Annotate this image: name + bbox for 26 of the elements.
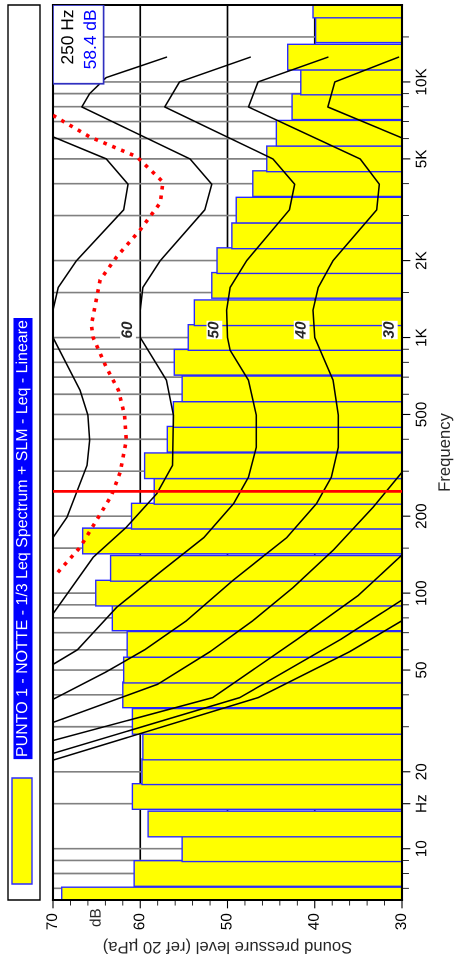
x-tick-label: 30 xyxy=(395,914,406,930)
x-tick-label: 70 xyxy=(46,914,58,930)
x-tick-label: 50 xyxy=(220,914,232,930)
annotation: 30 xyxy=(383,322,394,338)
y-tick-label: 2K xyxy=(416,251,426,270)
y-tick-label: 200 xyxy=(416,504,426,528)
y-tick-label: 5K xyxy=(416,150,426,168)
y-tick-label: 10K xyxy=(416,68,426,94)
text: dB xyxy=(90,909,101,926)
y-tick-label: 100 xyxy=(416,580,426,605)
annotation: 40 xyxy=(294,322,306,339)
y-tick-label: 500 xyxy=(416,402,426,427)
annotation: 60 xyxy=(121,322,132,338)
y-axis-title: Frequency xyxy=(438,413,454,490)
x-tick-label: 40 xyxy=(308,914,319,930)
y-tick-label: 50 xyxy=(416,662,426,678)
y-tick-label: 20 xyxy=(416,764,426,780)
x-tick-label: 60 xyxy=(134,914,144,930)
x-axis-title: Sound pressure level (ref 20 µPa) xyxy=(104,938,352,954)
y-tick-label: 10 xyxy=(416,840,426,856)
annotation: 50 xyxy=(208,322,219,338)
annotation: 58.4 dB xyxy=(83,10,96,69)
annotation: 250 Hz xyxy=(61,10,74,64)
text: PUNTO 1 - NOTTE - 1/3 Leq Spectrum + SLM - Leq - Lineare xyxy=(16,320,30,756)
y-tick-label: Hz xyxy=(416,795,426,812)
y-tick-label: 1K xyxy=(416,328,426,346)
